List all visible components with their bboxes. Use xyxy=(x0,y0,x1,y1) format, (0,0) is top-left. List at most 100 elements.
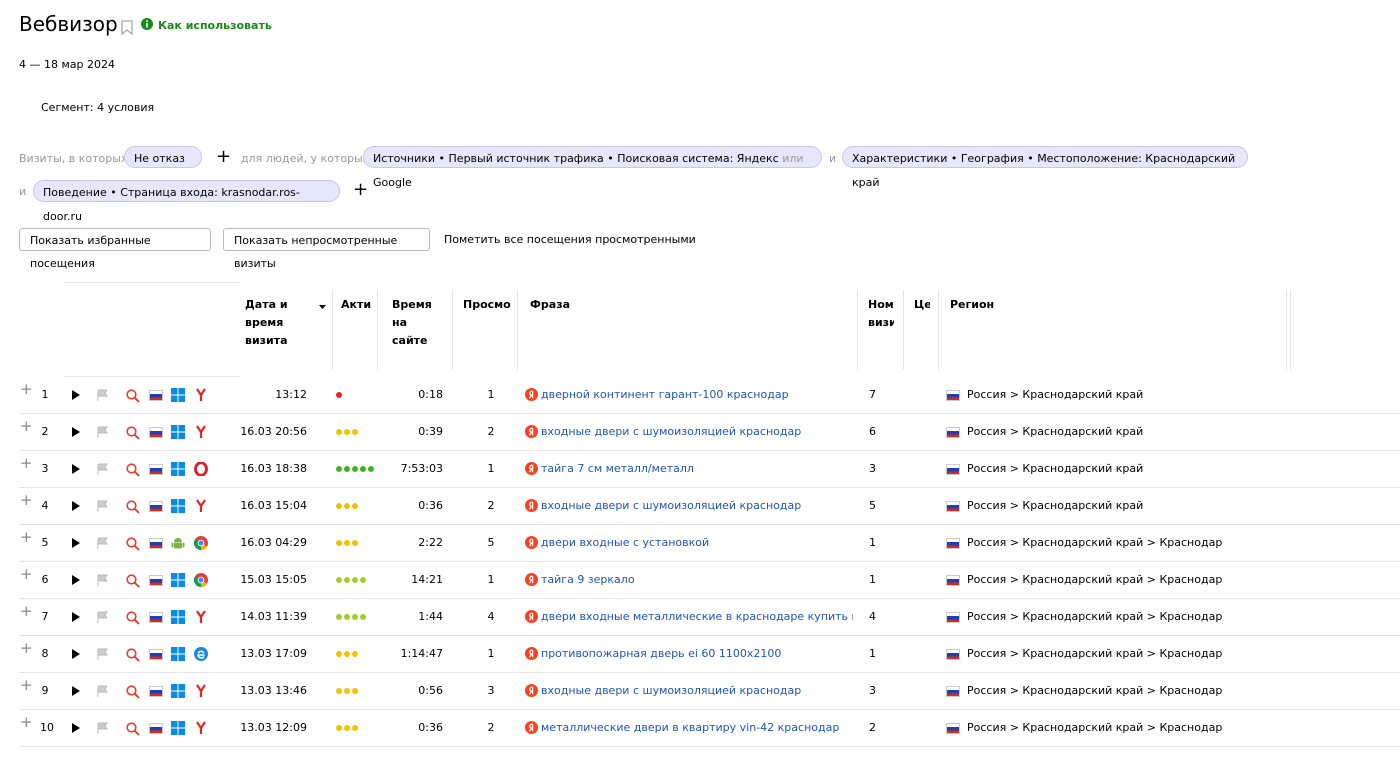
column-header[interactable]: Фраза xyxy=(530,298,571,311)
favorite-flag[interactable] xyxy=(97,500,109,512)
country-flag xyxy=(946,612,960,623)
table-row[interactable]: +2 16.03 20:56 0:39 2 входные двери с шумоиз… xyxy=(19,413,1400,451)
table-row[interactable]: +9 13.03 13:46 0:56 3 входные двери с шумоиз… xyxy=(19,672,1400,710)
play-button[interactable] xyxy=(71,464,81,474)
filter-chip[interactable]: Поведение • Страница входа: krasnodar.ro… xyxy=(33,180,340,223)
period[interactable]: 4 — 18 мар 2024 xyxy=(19,58,115,71)
favorite-flag[interactable] xyxy=(97,611,109,623)
column-header[interactable]: Ном визи xyxy=(868,298,894,329)
column-header[interactable]: Время на сайте xyxy=(392,298,432,347)
country-flag xyxy=(149,464,163,475)
play-button[interactable] xyxy=(71,427,81,437)
table-row[interactable]: +5 16.03 04:29 2:22 5 двери входные с устано… xyxy=(19,524,1400,562)
search-phrase[interactable]: входные двери с шумоизоляцией краснодар xyxy=(541,425,802,438)
expand-row[interactable]: + xyxy=(20,380,33,398)
page-views: 1 xyxy=(487,462,495,475)
search-phrase[interactable]: двери входные с установкой xyxy=(541,536,710,549)
table-row[interactable]: +6 15.03 15:05 14:21 1 тайга 9 зеркало 1 Росси… xyxy=(19,561,1400,599)
visit-date: 15.03 15:05 xyxy=(240,573,307,586)
visit-number: 1 xyxy=(869,573,876,586)
search-icon xyxy=(126,685,140,699)
bookmark-icon[interactable] xyxy=(121,20,133,35)
os-icon xyxy=(171,425,185,439)
column-separator xyxy=(377,290,378,370)
page-views: 1 xyxy=(487,388,495,401)
page-title: Вебвизор xyxy=(19,12,118,36)
filter-chip[interactable]: Не отказ xyxy=(124,146,202,168)
segment[interactable]: Сегмент: 4 условия xyxy=(41,101,155,114)
visit-duration: 0:56 xyxy=(418,684,443,697)
favorite-flag[interactable] xyxy=(97,574,109,586)
favorite-flag[interactable] xyxy=(97,722,109,734)
visit-date: 16.03 20:56 xyxy=(240,425,307,438)
yandex-search-icon xyxy=(525,610,538,623)
play-button[interactable] xyxy=(71,501,81,511)
column-separator xyxy=(1290,290,1291,370)
page-views: 2 xyxy=(487,499,495,512)
sort-arrow[interactable] xyxy=(319,305,326,310)
expand-row[interactable]: + xyxy=(20,713,33,731)
play-button[interactable] xyxy=(71,390,81,400)
column-header[interactable]: Акти xyxy=(341,298,372,311)
help-link[interactable]: Как использовать xyxy=(158,19,272,32)
play-button[interactable] xyxy=(71,723,81,733)
add-condition[interactable]: + xyxy=(216,146,232,167)
expand-row[interactable]: + xyxy=(20,454,33,472)
column-header[interactable]: Просмо xyxy=(463,298,511,311)
search-phrase[interactable]: дверной континент гарант-100 краснодар xyxy=(541,388,789,401)
table-row[interactable]: +1 13:12 0:18 1 дверной континент гарант-100… xyxy=(19,376,1400,414)
region: Россия > Краснодарский край > Краснодар xyxy=(967,721,1223,734)
table-row[interactable]: +4 16.03 15:04 0:36 2 входные двери с шумоиз… xyxy=(19,487,1400,525)
region: Россия > Краснодарский край > Краснодар xyxy=(967,610,1223,623)
row-number: 3 xyxy=(41,462,49,475)
favorite-flag[interactable] xyxy=(97,463,109,475)
favorite-flag[interactable] xyxy=(97,389,109,401)
filter-chip[interactable]: Источники • Первый источник трафика • По… xyxy=(363,146,822,189)
search-phrase[interactable]: входные двери с шумоизоляцией краснодар xyxy=(541,499,802,512)
play-button[interactable] xyxy=(71,612,81,622)
mark-all-link[interactable]: Пометить все посещения просмотренными xyxy=(444,233,696,246)
activity-dot xyxy=(344,503,350,509)
play-button[interactable] xyxy=(71,538,81,548)
filter-chip[interactable]: Характеристики • География • Местоположе… xyxy=(842,146,1248,189)
activity-dot xyxy=(336,651,342,657)
expand-row[interactable]: + xyxy=(20,528,33,546)
table-row[interactable]: +3 16.03 18:38 7:53:03 1 тайга 7 см металл/м… xyxy=(19,450,1400,488)
visit-duration: 7:53:03 xyxy=(400,462,443,475)
expand-row[interactable]: + xyxy=(20,565,33,583)
expand-row[interactable]: + xyxy=(20,602,33,620)
visit-duration: 0:18 xyxy=(418,388,443,401)
favorite-flag[interactable] xyxy=(97,537,109,549)
row-number: 2 xyxy=(41,425,49,438)
column-header[interactable]: Дата и время визита xyxy=(245,298,288,347)
favorite-flag[interactable] xyxy=(97,648,109,660)
play-button[interactable] xyxy=(71,649,81,659)
expand-row[interactable]: + xyxy=(20,491,33,509)
search-phrase[interactable]: металлические двери в квартиру vin-42 кр… xyxy=(541,721,840,734)
expand-row[interactable]: + xyxy=(20,639,33,657)
search-phrase[interactable]: тайга 9 зеркало xyxy=(541,573,635,586)
play-button[interactable] xyxy=(71,575,81,585)
activity-dot xyxy=(352,503,358,509)
search-icon xyxy=(126,722,140,736)
button[interactable]: Показать избранные посещения xyxy=(19,228,211,270)
chip-text: Источники • Первый источник трафика • По… xyxy=(373,152,779,165)
activity-dot xyxy=(352,466,358,472)
expand-row[interactable]: + xyxy=(20,417,33,435)
visit-number: 3 xyxy=(869,462,876,475)
table-row[interactable]: +10 13.03 12:09 0:36 2 металлические двери в… xyxy=(19,709,1400,747)
search-phrase[interactable]: тайга 7 см металл/металл xyxy=(541,462,694,475)
column-header[interactable]: Регион xyxy=(950,298,995,311)
button[interactable]: Показать непросмотренные визиты xyxy=(223,228,430,270)
search-phrase[interactable]: противопожарная дверь ei 60 1100х2100 xyxy=(541,647,782,660)
play-button[interactable] xyxy=(71,686,81,696)
table-row[interactable]: +7 14.03 11:39 1:44 4 двери входные металлич… xyxy=(19,598,1400,636)
favorite-flag[interactable] xyxy=(97,426,109,438)
column-header[interactable]: Це xyxy=(914,298,930,311)
expand-row[interactable]: + xyxy=(20,676,33,694)
favorite-flag[interactable] xyxy=(97,685,109,697)
search-phrase[interactable]: входные двери с шумоизоляцией краснодар xyxy=(541,684,802,697)
search-phrase[interactable]: двери входные металлические в краснодаре… xyxy=(541,610,853,623)
table-row[interactable]: +8 13.03 17:09 1:14:47 1 противопожарная две… xyxy=(19,635,1400,673)
add-condition[interactable]: + xyxy=(353,179,369,200)
